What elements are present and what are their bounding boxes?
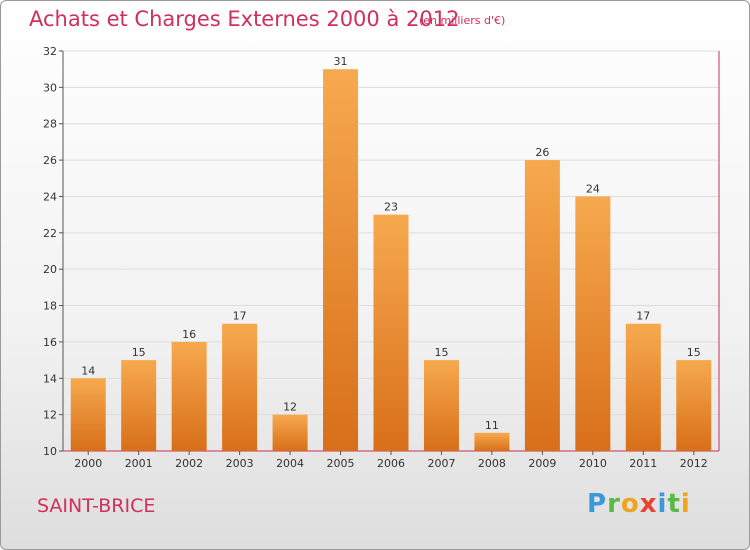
x-tick-label: 2007 — [427, 457, 455, 470]
bar — [121, 360, 157, 451]
data-label: 17 — [233, 310, 247, 323]
x-tick-label: 2003 — [226, 457, 254, 470]
proxiti-logo: Proxiti — [587, 489, 691, 519]
data-label: 11 — [485, 419, 499, 432]
bar — [222, 323, 258, 451]
logo-letter: i — [657, 489, 668, 519]
data-label: 15 — [687, 346, 701, 359]
data-label: 15 — [132, 346, 146, 359]
bar — [423, 360, 459, 451]
bar — [323, 69, 359, 451]
labels: 10 12 14 16 18 20 22 24 26 28 30 32 14 2000 15 2001 16 20… — [43, 45, 708, 470]
data-label: 15 — [434, 346, 448, 359]
y-tick-label: 26 — [43, 154, 57, 167]
data-label: 12 — [283, 401, 297, 414]
logo-letter: t — [667, 489, 681, 519]
commune-name: SAINT-BRICE — [37, 495, 156, 517]
bar — [524, 160, 560, 451]
x-tick-label: 2009 — [528, 457, 556, 470]
x-tick-label: 2012 — [680, 457, 708, 470]
y-tick-label: 32 — [43, 45, 57, 58]
logo-letter: P — [587, 489, 608, 519]
logo-letter: o — [620, 489, 640, 519]
y-tick-label: 22 — [43, 227, 57, 240]
x-tick-label: 2004 — [276, 457, 304, 470]
data-label: 16 — [182, 328, 196, 341]
bar — [575, 196, 611, 451]
y-tick-label: 12 — [43, 409, 57, 422]
data-label: 17 — [636, 310, 650, 323]
bar — [272, 414, 308, 451]
logo-letter: x — [639, 489, 658, 519]
x-tick-label: 2005 — [327, 457, 355, 470]
data-label: 24 — [586, 182, 600, 195]
x-tick-label: 2000 — [74, 457, 102, 470]
y-tick-label: 30 — [43, 81, 57, 94]
data-label: 14 — [81, 364, 95, 377]
logo-letter: i — [680, 489, 691, 519]
x-tick-label: 2011 — [629, 457, 657, 470]
y-tick-label: 16 — [43, 336, 57, 349]
y-tick-label: 14 — [43, 372, 57, 385]
data-label: 26 — [535, 146, 549, 159]
x-tick-label: 2001 — [125, 457, 153, 470]
bar — [676, 360, 712, 451]
chart-subtitle: (en milliers d'€) — [419, 14, 506, 27]
logo-letter: r — [607, 489, 621, 519]
y-tick-label: 18 — [43, 300, 57, 313]
bar — [474, 432, 510, 451]
y-tick-label: 24 — [43, 190, 57, 203]
x-tick-label: 2006 — [377, 457, 405, 470]
x-tick-label: 2008 — [478, 457, 506, 470]
bars — [70, 69, 712, 451]
y-tick-label: 28 — [43, 118, 57, 131]
y-tick-label: 20 — [43, 263, 57, 276]
x-tick-label: 2010 — [579, 457, 607, 470]
y-tick-label: 10 — [43, 445, 57, 458]
data-label: 23 — [384, 201, 398, 214]
data-label: 31 — [334, 55, 348, 68]
bar — [373, 214, 409, 451]
bar — [171, 341, 207, 451]
x-tick-label: 2002 — [175, 457, 203, 470]
bar — [70, 378, 106, 451]
chart-title: Achats et Charges Externes 2000 à 2012 — [29, 7, 460, 31]
bar — [625, 323, 661, 451]
